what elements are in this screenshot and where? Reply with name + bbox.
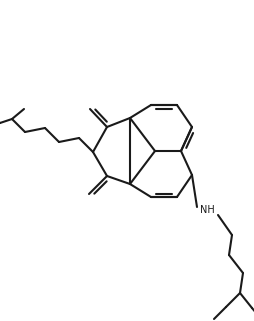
Text: NH: NH xyxy=(200,205,214,215)
